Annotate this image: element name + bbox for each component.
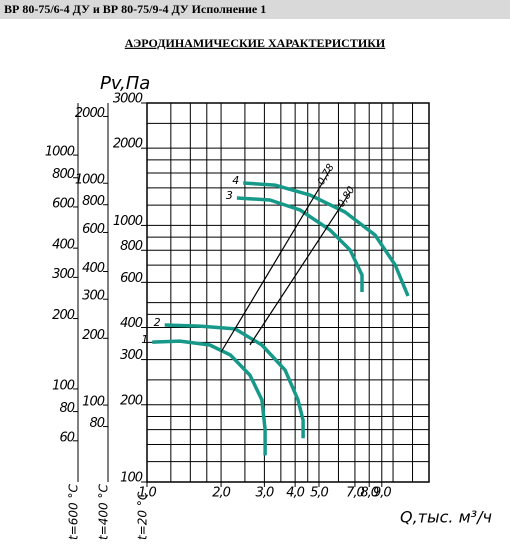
y-tick-label: 1000 bbox=[45, 145, 75, 160]
y-tick-label: 100 bbox=[82, 395, 105, 410]
y-tick-label: 400 bbox=[52, 238, 75, 253]
x-tick-label: 1,0 bbox=[138, 486, 156, 501]
y-tick-label: 100 bbox=[120, 471, 143, 486]
axis-note: t=400 °C bbox=[97, 484, 111, 540]
y-axis-note: t=20 °C bbox=[136, 491, 150, 540]
y-tick-label: 100 bbox=[52, 378, 75, 393]
y-tick-label: 200 bbox=[120, 393, 143, 408]
y-tick-label: 1000 bbox=[113, 214, 143, 229]
x-axis-title: Q,тыс. м³/ч bbox=[400, 508, 492, 527]
y-tick-label: 2000 bbox=[75, 106, 105, 121]
y-tick-label: 60 bbox=[59, 430, 74, 445]
y-tick-label: 600 bbox=[52, 196, 75, 211]
y-axis-title: Pv,Па bbox=[100, 73, 150, 94]
y-tick-label: 80 bbox=[59, 401, 74, 416]
y-tick-label: 300 bbox=[120, 348, 143, 363]
header-bar bbox=[0, 0, 510, 19]
y-tick-label: 800 bbox=[82, 194, 105, 209]
y-tick-label: 800 bbox=[120, 239, 143, 254]
chart-title: АЭРОДИНАМИЧЕСКИЕ ХАРАКТЕРИСТИКИ bbox=[125, 36, 386, 50]
y-tick-label: 200 bbox=[82, 328, 105, 343]
y-tick-label: 80 bbox=[89, 416, 104, 431]
x-tick-label: 5,0 bbox=[310, 486, 328, 501]
series-line bbox=[236, 196, 364, 292]
y-tick-label: 3000 bbox=[113, 92, 143, 107]
axis-note: t=600 °C bbox=[67, 484, 81, 540]
series-label: 1 bbox=[141, 333, 148, 346]
series-label: 2 bbox=[154, 316, 161, 329]
y-tick-label: 800 bbox=[52, 167, 75, 182]
series-line bbox=[164, 323, 305, 439]
y-tick-label: 200 bbox=[52, 308, 75, 323]
x-tick-label: 8,0 bbox=[360, 486, 378, 501]
series-line bbox=[243, 181, 410, 297]
y-tick-label: 300 bbox=[82, 289, 105, 304]
x-tick-label: 9,0 bbox=[373, 486, 391, 501]
y-tick-label: 400 bbox=[82, 261, 105, 276]
series-line bbox=[152, 339, 267, 456]
x-tick-label: 4,0 bbox=[286, 486, 304, 501]
series-label: 4 bbox=[232, 174, 239, 187]
y-tick-label: 600 bbox=[120, 271, 143, 286]
plot-frame bbox=[146, 102, 430, 483]
y-tick-label: 300 bbox=[52, 267, 75, 282]
series-label: 3 bbox=[226, 189, 233, 202]
header-title: ВР 80-75/6-4 ДУ и ВР 80-75/9-4 ДУ Исполн… bbox=[4, 2, 266, 16]
series-line bbox=[220, 169, 331, 353]
x-tick-label: 7,0 bbox=[346, 486, 364, 501]
y-tick-label: 600 bbox=[82, 222, 105, 237]
y-tick-label: 2000 bbox=[113, 137, 143, 152]
y-tick-label: 1000 bbox=[75, 173, 105, 188]
y-tick-label: 400 bbox=[120, 316, 143, 331]
x-tick-label: 2,0 bbox=[212, 486, 230, 501]
x-tick-label: 3,0 bbox=[256, 486, 274, 501]
series-line bbox=[249, 191, 351, 346]
